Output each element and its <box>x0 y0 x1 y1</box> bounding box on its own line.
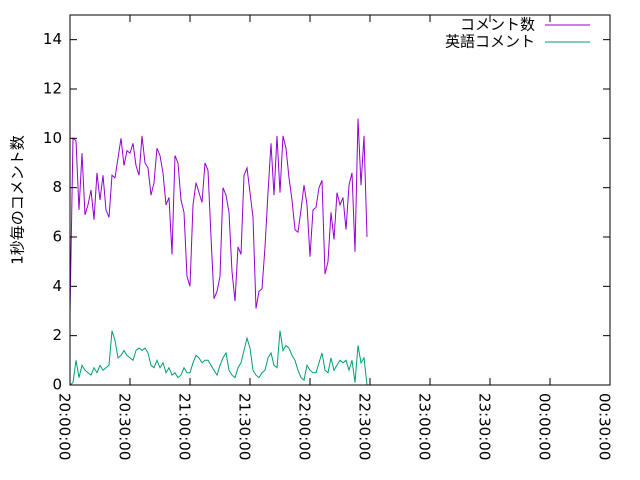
y-tick-label: 14 <box>43 30 62 48</box>
x-tick-label: 20:00:00 <box>56 393 74 460</box>
tick-marks <box>69 15 611 386</box>
y-tick-label: 10 <box>43 129 62 147</box>
y-tick-label: 4 <box>52 277 62 295</box>
x-tick-label: 21:00:00 <box>176 393 194 460</box>
x-tick-label: 21:30:00 <box>236 393 254 460</box>
y-tick-labels: 0 2 4 6 8 10 12 14 <box>43 30 62 393</box>
y-tick-label: 12 <box>43 80 62 98</box>
y-tick-label: 2 <box>52 326 62 344</box>
x-tick-label: 00:30:00 <box>596 393 614 460</box>
y-axis-label: 1秒毎のコメント数 <box>9 135 27 265</box>
series-line-0 <box>69 118 368 314</box>
x-tick-label: 22:30:00 <box>356 393 374 460</box>
x-tick-label: 22:00:00 <box>296 393 314 460</box>
x-tick-label: 23:00:00 <box>416 393 434 460</box>
x-tick-label: 00:00:00 <box>536 393 554 460</box>
legend-label-1: 英語コメント <box>445 33 535 51</box>
plot-frame <box>69 14 611 386</box>
y-tick-label: 0 <box>52 376 62 394</box>
series-line-1 <box>69 330 368 386</box>
x-tick-label: 23:30:00 <box>476 393 494 460</box>
legend-label-0: コメント数 <box>460 16 535 34</box>
y-tick-label: 8 <box>52 178 62 196</box>
series-lines <box>69 118 368 386</box>
x-tick-label: 20:30:00 <box>116 393 134 460</box>
x-tick-labels: 20:00:00 20:30:00 21:00:00 21:30:00 22:00:00… <box>56 393 614 460</box>
y-tick-label: 6 <box>52 228 62 246</box>
